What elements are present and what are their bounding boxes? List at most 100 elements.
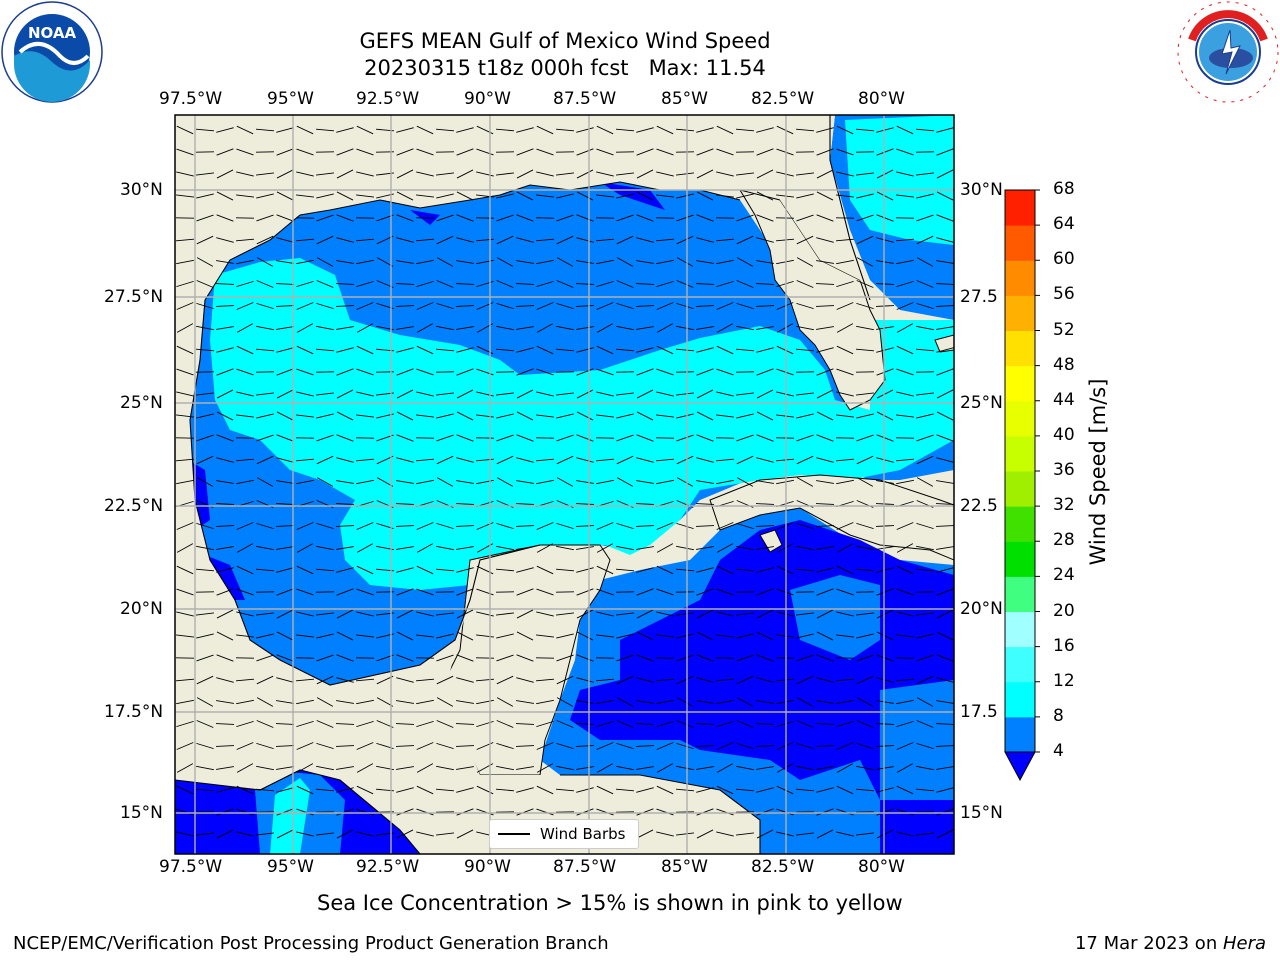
wind-barb bbox=[555, 128, 575, 132]
wind-barb bbox=[576, 609, 594, 619]
wind-barb bbox=[256, 392, 274, 396]
wind-barb bbox=[896, 259, 914, 265]
wind-barb bbox=[496, 522, 514, 530]
wind-barb bbox=[696, 434, 714, 442]
wind-barb bbox=[816, 411, 834, 421]
wind-barb bbox=[515, 723, 535, 725]
wind-barb bbox=[616, 392, 634, 396]
wind-barb bbox=[715, 238, 735, 242]
wind-barb bbox=[196, 477, 214, 487]
wind-barb bbox=[936, 654, 954, 662]
wind-barb bbox=[416, 588, 434, 596]
wind-barb bbox=[495, 128, 515, 132]
wind-barb bbox=[876, 411, 894, 421]
wind-barb bbox=[856, 280, 874, 288]
wind-barb bbox=[876, 766, 894, 770]
wind-barb bbox=[696, 457, 714, 463]
wind-barb bbox=[236, 634, 254, 638]
wind-barb bbox=[176, 259, 194, 265]
wind-barb bbox=[296, 720, 314, 728]
wind-barb bbox=[656, 808, 674, 816]
wind-barb bbox=[716, 742, 734, 750]
wind-barb bbox=[916, 235, 934, 245]
wind-barb bbox=[636, 434, 654, 442]
wind-barb bbox=[356, 391, 374, 397]
wind-barb bbox=[836, 720, 854, 728]
wind-barb bbox=[736, 392, 754, 396]
wind-barb bbox=[276, 127, 294, 133]
wind-barb bbox=[216, 368, 234, 376]
wind-barb bbox=[296, 171, 314, 177]
wind-barb bbox=[335, 283, 355, 285]
wind-barb bbox=[296, 565, 314, 575]
lon-label-top-1: 95°W bbox=[267, 89, 314, 109]
wind-barb bbox=[736, 742, 754, 750]
wind-barb bbox=[596, 808, 614, 816]
wind-barb bbox=[816, 237, 834, 243]
wind-barb bbox=[576, 191, 594, 201]
wind-barb bbox=[915, 568, 935, 572]
colorbar-tick-label: 60 bbox=[1053, 249, 1075, 270]
wind-barb bbox=[476, 194, 494, 198]
wind-barb bbox=[256, 720, 274, 728]
wind-barb bbox=[536, 479, 554, 485]
wind-barb bbox=[196, 720, 214, 728]
wind-barb bbox=[896, 720, 914, 728]
wind-barb bbox=[416, 808, 434, 816]
wind-barb bbox=[696, 347, 714, 353]
wind-barb bbox=[656, 565, 674, 575]
wind-barb bbox=[895, 678, 915, 682]
wind-barb bbox=[256, 545, 274, 551]
wind-barb bbox=[836, 588, 854, 596]
wind-barb bbox=[476, 479, 494, 485]
wind-barb bbox=[635, 305, 655, 307]
wind-barb bbox=[256, 742, 274, 750]
wind-barb bbox=[336, 347, 354, 353]
wind-barb bbox=[236, 171, 254, 177]
wind-barb bbox=[796, 235, 814, 245]
wind-barb bbox=[616, 214, 634, 222]
wind-barb bbox=[576, 588, 594, 596]
wind-barb bbox=[456, 411, 474, 421]
wind-barb bbox=[696, 546, 714, 550]
wind-barb bbox=[696, 148, 714, 156]
wind-barb bbox=[696, 808, 714, 816]
wind-barb bbox=[336, 457, 354, 463]
wind-barb bbox=[756, 457, 774, 463]
wind-barb bbox=[236, 763, 254, 773]
wind-barb bbox=[475, 238, 495, 242]
wind-barb bbox=[856, 612, 874, 616]
wind-barb bbox=[876, 169, 894, 179]
wind-barb bbox=[476, 699, 494, 705]
wind-barb bbox=[516, 766, 534, 770]
wind-barb bbox=[556, 434, 574, 442]
wind-barb bbox=[336, 546, 354, 550]
wind-barb bbox=[716, 543, 734, 553]
wind-barb bbox=[336, 191, 354, 201]
wind-barb bbox=[196, 455, 214, 465]
wind-barb bbox=[776, 391, 794, 397]
wind-barb bbox=[695, 503, 715, 505]
wind-barb bbox=[176, 588, 194, 596]
wind-barb bbox=[616, 545, 634, 551]
colorbar-label: Wind Speed [m/s] bbox=[1086, 378, 1110, 566]
wind-barb bbox=[576, 347, 594, 353]
wind-barb bbox=[276, 457, 294, 463]
wind-barb bbox=[316, 413, 334, 419]
lat-label-left-0: 30°N bbox=[120, 180, 163, 200]
wind-barb bbox=[396, 411, 414, 421]
wind-barb bbox=[516, 677, 534, 683]
wind-barb bbox=[756, 766, 774, 770]
wind-barb bbox=[356, 720, 374, 728]
wind-barb bbox=[236, 368, 254, 376]
wind-barb bbox=[596, 391, 614, 397]
colorbar-segment bbox=[1005, 365, 1035, 402]
wind-barb bbox=[676, 633, 694, 639]
wind-barb bbox=[516, 609, 534, 619]
wind-barb bbox=[196, 765, 214, 771]
straits-water-cyan bbox=[870, 320, 954, 420]
wind-barb bbox=[696, 368, 714, 376]
wind-barb bbox=[496, 742, 514, 750]
wind-barb bbox=[916, 633, 934, 639]
wind-barb bbox=[695, 305, 715, 307]
